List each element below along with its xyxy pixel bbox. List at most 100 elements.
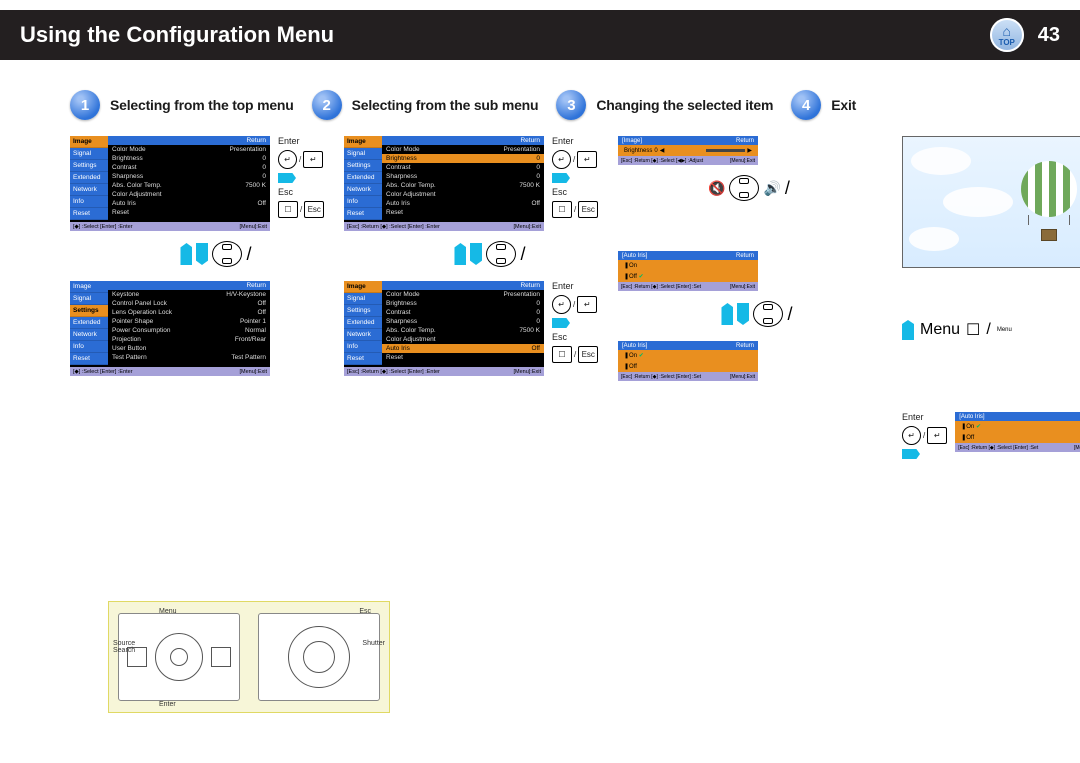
step-4-num: 4 xyxy=(791,90,821,120)
content-grid: ImageSignalSettingsExtendedNetworkInfoRe… xyxy=(0,136,1080,459)
osd-row[interactable]: User Button xyxy=(108,344,270,353)
step-1-label: Selecting from the top menu xyxy=(110,97,294,113)
osd-row[interactable]: Color ModePresentation xyxy=(382,290,544,299)
menu-key-icon: ☐ xyxy=(966,320,980,340)
osd-tab-network[interactable]: Network xyxy=(70,184,108,196)
osd-tab-signal[interactable]: Signal xyxy=(70,148,108,160)
osd-tab-reset[interactable]: Reset xyxy=(344,208,382,220)
autoiris-off[interactable]: ❚Off xyxy=(955,432,1080,443)
osd-row[interactable]: Color ModePresentation xyxy=(382,145,544,154)
header-right: ⌂ TOP 43 xyxy=(990,18,1060,52)
projected-image xyxy=(902,136,1080,268)
osd-tab-reset[interactable]: Reset xyxy=(70,353,108,365)
top-label: TOP xyxy=(999,38,1015,47)
osd-row[interactable]: Brightness0 xyxy=(382,299,544,308)
enter-key-icon: ↵ xyxy=(577,296,597,313)
osd-row[interactable]: ProjectionFront/Rear xyxy=(108,335,270,344)
osd-row[interactable]: Test PatternTest Pattern xyxy=(108,353,270,362)
enter-icon: ↵ xyxy=(278,150,297,169)
osd-tab-extended[interactable]: Extended xyxy=(70,317,108,329)
osd-tab-network[interactable]: Network xyxy=(70,329,108,341)
osd-row[interactable]: Color ModePresentation xyxy=(108,145,270,154)
osd-tab-image[interactable]: Image xyxy=(70,136,108,148)
step-4-label: Exit xyxy=(831,97,856,113)
cyan-up-icon xyxy=(902,320,914,340)
house-icon: ⌂ xyxy=(1003,24,1011,38)
osd-row[interactable]: Auto IrisOff xyxy=(382,344,544,353)
osd-foot-l: [◆] :Select [Enter] :Enter xyxy=(73,224,133,230)
osd-tab-image[interactable]: Image xyxy=(344,136,382,148)
enter-esc-ctrl-2b: Enter ↵/↵ Esc ☐/Esc xyxy=(552,281,598,363)
osd-tab-settings[interactable]: Settings xyxy=(344,160,382,172)
osd-row[interactable]: Auto IrisOff xyxy=(382,199,544,208)
osd-tab-settings[interactable]: Settings xyxy=(344,305,382,317)
osd-row[interactable]: Sharpness0 xyxy=(382,317,544,326)
osd-row[interactable]: Power ConsumptionNormal xyxy=(108,326,270,335)
osd-tab-settings[interactable]: Settings xyxy=(70,160,108,172)
osd-row[interactable]: Lens Operation LockOff xyxy=(108,308,270,317)
nav-disc-icon xyxy=(212,241,242,267)
osd-tab-signal[interactable]: Signal xyxy=(344,293,382,305)
autoiris-off[interactable]: ❚Off xyxy=(618,271,758,282)
osd-row[interactable]: Brightness0 xyxy=(108,154,270,163)
autoiris-on[interactable]: ❚On xyxy=(618,260,758,271)
osd-tab-settings[interactable]: Settings xyxy=(70,305,108,317)
osd-row[interactable]: Pointer ShapePointer 1 xyxy=(108,317,270,326)
nav-disc-icon xyxy=(486,241,516,267)
osd-tab-info[interactable]: Info xyxy=(344,196,382,208)
osd-settings-top: ImageSignalSettingsExtendedNetworkInfoRe… xyxy=(70,281,270,376)
osd-row[interactable]: Contrast0 xyxy=(382,163,544,172)
cyan-arrow-icon xyxy=(902,449,920,459)
col-1: ImageSignalSettingsExtendedNetworkInfoRe… xyxy=(70,136,330,376)
cyan-arrow-icon xyxy=(552,318,570,328)
osd-row[interactable]: Reset xyxy=(382,353,544,362)
osd-tab-info[interactable]: Info xyxy=(70,196,108,208)
autoiris-on[interactable]: ❚On xyxy=(618,350,758,361)
osd-tab-signal[interactable]: Signal xyxy=(70,293,108,305)
esc-key2-icon: Esc xyxy=(304,201,324,218)
osd-tab-extended[interactable]: Extended xyxy=(344,317,382,329)
osd-row[interactable]: Auto IrisOff xyxy=(108,199,270,208)
osd-row[interactable]: Reset xyxy=(382,208,544,217)
osd-tab-network[interactable]: Network xyxy=(344,184,382,196)
osd-tab-extended[interactable]: Extended xyxy=(70,172,108,184)
autoiris-off[interactable]: ❚Off xyxy=(618,361,758,372)
osd-tab-extended[interactable]: Extended xyxy=(344,172,382,184)
remote-ring-icon xyxy=(288,626,350,688)
osd-row[interactable]: Sharpness0 xyxy=(382,172,544,181)
osd-row[interactable]: Contrast0 xyxy=(382,308,544,317)
osd-row[interactable]: Abs. Color Temp.7500 K xyxy=(382,181,544,190)
osd-row[interactable]: Reset xyxy=(108,208,270,217)
osd-row[interactable]: Control Panel LockOff xyxy=(108,299,270,308)
vol-down-icon: 🔇 xyxy=(708,180,725,197)
step-3-num: 3 xyxy=(556,90,586,120)
osd-tab-reset[interactable]: Reset xyxy=(344,353,382,365)
nav-ring-icon xyxy=(794,176,818,200)
osd-row[interactable]: KeystoneH/V-Keystone xyxy=(108,290,270,299)
osd-row[interactable]: Color Adjustment xyxy=(108,190,270,199)
page-header: Using the Configuration Menu ⌂ TOP 43 xyxy=(0,0,1080,60)
esc-key2-icon: Esc xyxy=(578,346,598,363)
osd-row[interactable]: Abs. Color Temp.7500 K xyxy=(108,181,270,190)
top-home-icon[interactable]: ⌂ TOP xyxy=(990,18,1024,52)
osd-tab-image[interactable]: Image xyxy=(344,281,382,293)
osd-row[interactable]: Sharpness0 xyxy=(108,172,270,181)
osd-tab-reset[interactable]: Reset xyxy=(70,208,108,220)
osd-row[interactable]: Abs. Color Temp.7500 K xyxy=(382,326,544,335)
autoiris-on[interactable]: ❚On xyxy=(955,421,1080,432)
osd-row[interactable]: Color Adjustment xyxy=(382,335,544,344)
osd-tab-info[interactable]: Info xyxy=(344,341,382,353)
osd-row[interactable]: Brightness0 xyxy=(382,154,544,163)
nav-ring-icon xyxy=(256,242,280,266)
osd-row[interactable]: Contrast0 xyxy=(108,163,270,172)
osd-tab-signal[interactable]: Signal xyxy=(344,148,382,160)
osd-tab-info[interactable]: Info xyxy=(70,341,108,353)
updown-nav-2: / xyxy=(404,241,604,267)
step-1-num: 1 xyxy=(70,90,100,120)
osd-tab-image[interactable]: Image xyxy=(70,281,108,293)
brightness-slider[interactable]: Brightness 0 ◀▶ xyxy=(618,145,758,156)
step-3-label: Changing the selected item xyxy=(596,97,773,113)
osd-row[interactable]: Color Adjustment xyxy=(382,190,544,199)
check-icon xyxy=(976,424,981,430)
osd-tab-network[interactable]: Network xyxy=(344,329,382,341)
